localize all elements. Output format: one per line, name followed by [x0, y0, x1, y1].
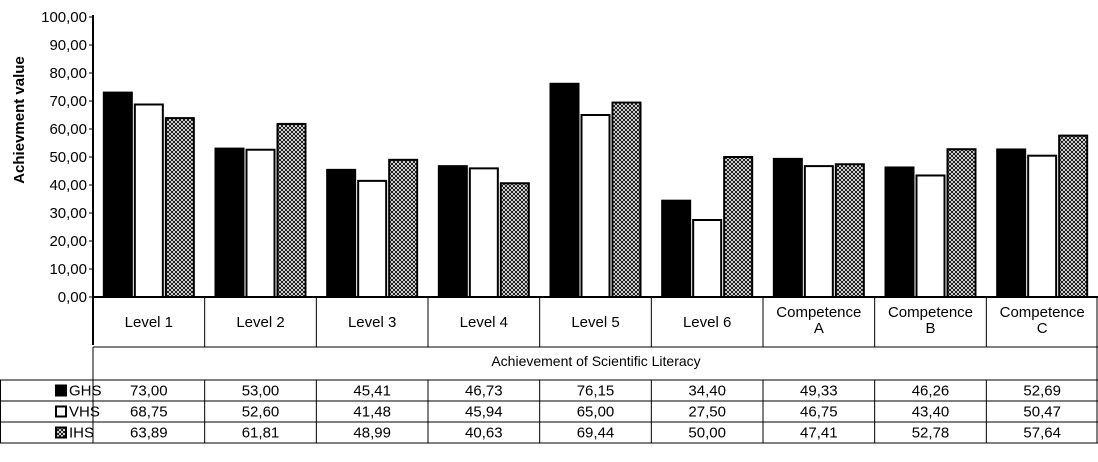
data-label: 52,60 — [242, 404, 280, 421]
data-label: 68,75 — [130, 404, 168, 421]
bar-ghs-level-4 — [437, 165, 468, 298]
bar-vhs-level-1 — [133, 103, 164, 298]
data-label: 61,81 — [242, 425, 280, 442]
data-label: 53,00 — [242, 383, 280, 400]
y-tick-label: 100,00 — [41, 9, 87, 26]
bar-ihs-level-5 — [611, 101, 642, 299]
data-label: 50,00 — [688, 425, 726, 442]
legend-label-ihs: IHS — [69, 425, 94, 442]
category-label: Level 6 — [683, 314, 731, 331]
data-label: 63,89 — [130, 425, 168, 442]
bar-vhs-competence-b — [915, 174, 946, 298]
data-label: 46,75 — [800, 404, 838, 421]
data-label: 46,26 — [912, 383, 950, 400]
bar-vhs-level-4 — [468, 167, 499, 298]
data-label: 34,40 — [688, 383, 726, 400]
category-label: Level 3 — [348, 314, 396, 331]
data-label: 52,69 — [1023, 383, 1061, 400]
category-label: A — [814, 320, 824, 337]
data-label: 50,47 — [1023, 404, 1061, 421]
data-label: 57,64 — [1023, 425, 1061, 442]
data-label: 27,50 — [688, 404, 726, 421]
category-label: Level 5 — [571, 314, 619, 331]
bar-ghs-level-2 — [214, 147, 245, 298]
y-tick-label: 90,00 — [49, 37, 87, 54]
chart-marks: 0,00 10,00 20,00 30,00 40,00 50,00 60,00 70,00 8… — [0, 9, 1098, 444]
bar-ihs-level-4 — [499, 182, 530, 298]
data-label: 73,00 — [130, 383, 168, 400]
bar-ghs-competence-b — [884, 166, 915, 298]
bar-vhs-level-3 — [357, 179, 388, 298]
legend-label-vhs: VHS — [69, 404, 100, 421]
data-label: 76,15 — [577, 383, 615, 400]
data-label: 40,63 — [465, 425, 503, 442]
data-label: 41,48 — [353, 404, 391, 421]
data-label: 46,73 — [465, 383, 503, 400]
y-tick-label: 80,00 — [49, 65, 87, 82]
bar-ghs-level-1 — [102, 91, 133, 298]
bar-ghs-competence-c — [996, 148, 1027, 298]
data-label: 69,44 — [577, 425, 615, 442]
category-label: Competence — [1000, 304, 1085, 321]
y-tick-label: 10,00 — [49, 261, 87, 278]
y-tick-label: 50,00 — [49, 149, 87, 166]
category-label: Competence — [888, 304, 973, 321]
y-tick-label: 30,00 — [49, 205, 87, 222]
category-label: Level 1 — [125, 314, 173, 331]
legend-label-ghs: GHS — [69, 383, 102, 400]
data-label: 65,00 — [577, 404, 615, 421]
y-tick-label: 60,00 — [49, 121, 87, 138]
y-tick-label: 0,00 — [58, 289, 87, 306]
y-tick-label: 40,00 — [49, 177, 87, 194]
bar-ghs-competence-a — [772, 157, 803, 298]
x-axis-label: Achievement of Scientific Literacy — [491, 353, 700, 369]
data-label: 48,99 — [353, 425, 391, 442]
legend-key-ghs — [55, 384, 67, 397]
bar-vhs-level-6 — [692, 219, 723, 298]
legend-key-ihs — [55, 426, 67, 439]
bar-ihs-competence-a — [834, 163, 865, 298]
bar-ihs-level-6 — [723, 156, 754, 298]
bar-ihs-competence-c — [1058, 134, 1089, 298]
bar-vhs-competence-a — [803, 165, 834, 298]
data-label: 45,41 — [353, 383, 391, 400]
y-axis-label: Achievment value — [11, 56, 28, 184]
bar-vhs-level-2 — [245, 148, 276, 298]
category-label: C — [1037, 320, 1048, 337]
y-tick-label: 20,00 — [49, 233, 87, 250]
bar-ihs-level-2 — [276, 122, 307, 298]
category-label: B — [925, 320, 935, 337]
bar-ihs-level-1 — [164, 117, 195, 298]
y-tick-label: 70,00 — [49, 93, 87, 110]
category-label: Level 2 — [236, 314, 284, 331]
category-label: Competence — [776, 304, 861, 321]
bar-ihs-level-3 — [388, 158, 419, 298]
bar-vhs-level-5 — [580, 114, 611, 298]
category-label: Level 4 — [460, 314, 508, 331]
data-label: 49,33 — [800, 383, 838, 400]
bar-ihs-competence-b — [946, 148, 977, 298]
bar-ghs-level-3 — [326, 168, 357, 299]
bar-vhs-competence-c — [1027, 154, 1058, 298]
data-label: 47,41 — [800, 425, 838, 442]
data-label: 52,78 — [912, 425, 950, 442]
legend-key-vhs — [55, 405, 67, 418]
data-label: 45,94 — [465, 404, 503, 421]
bar-ghs-level-6 — [661, 199, 692, 298]
bar-ghs-level-5 — [549, 82, 580, 298]
data-label: 43,40 — [912, 404, 950, 421]
